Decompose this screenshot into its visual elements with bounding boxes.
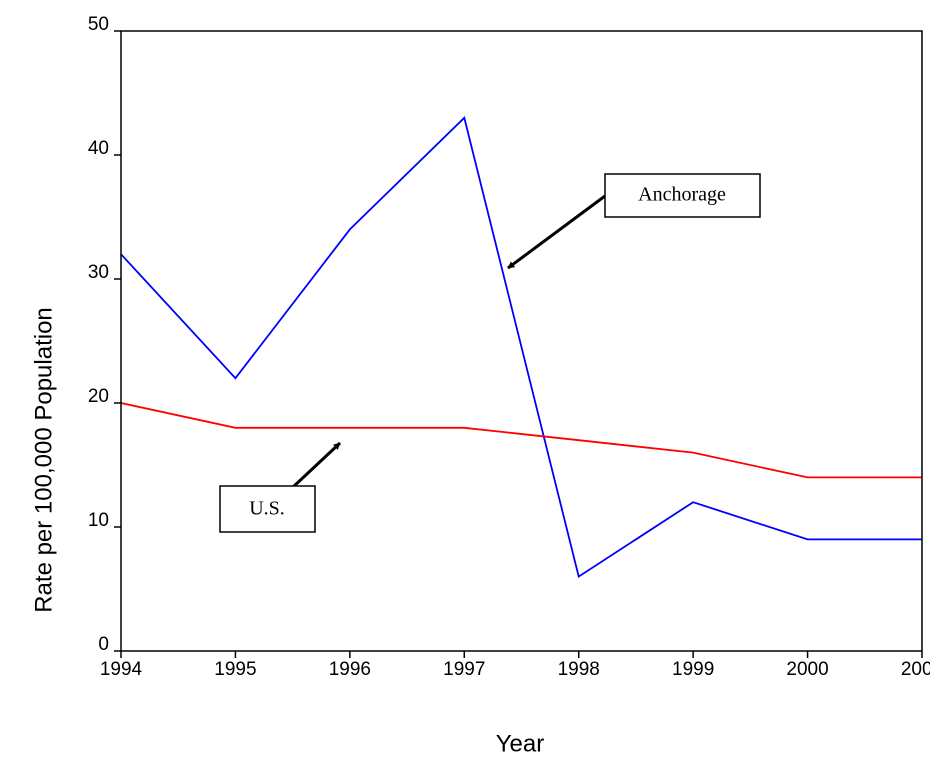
x-tick-label: 1995 (214, 659, 256, 680)
annotation-text: Anchorage (638, 184, 726, 206)
x-tick-label: 1996 (329, 659, 371, 680)
y-tick-label: 20 (88, 386, 109, 407)
annotation-box (604, 173, 761, 218)
plot-frame (120, 30, 923, 652)
x-axis-label: Year (496, 730, 545, 757)
x-tick-label: 2001 (901, 659, 930, 680)
x-tick-label: 1994 (100, 659, 143, 680)
annotation-arrow (290, 441, 342, 490)
annotation-text: U.S. (249, 498, 285, 520)
y-tick-label: 30 (88, 262, 109, 283)
y-axis-label: Rate per 100,000 Population (30, 307, 57, 613)
series-line (120, 116, 922, 579)
series-line (120, 402, 922, 479)
y-tick-label: 50 (88, 14, 109, 35)
x-tick-label: 1997 (443, 659, 485, 680)
x-tick-label: 2000 (786, 659, 828, 680)
x-tick-label: 1999 (672, 659, 714, 680)
y-tick-label: 10 (88, 510, 109, 531)
annotation-arrow (507, 194, 606, 270)
y-tick-label: 0 (98, 634, 109, 655)
y-tick-label: 40 (88, 138, 109, 159)
annotation-box (219, 485, 316, 533)
x-tick-label: 1998 (558, 659, 600, 680)
